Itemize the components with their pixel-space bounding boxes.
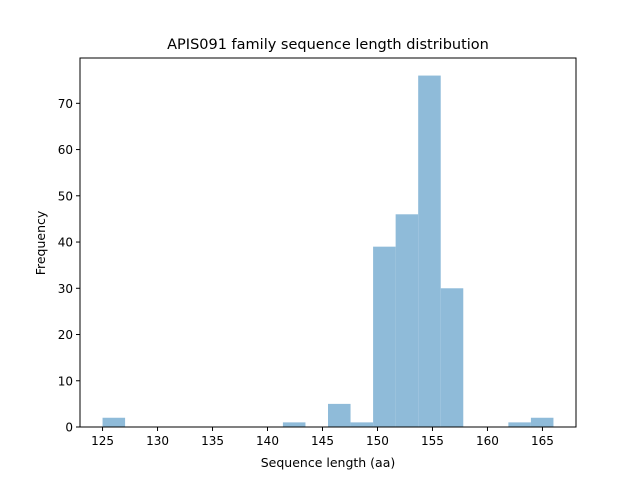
x-tick-label: 135 [201, 434, 224, 448]
histogram-bar [102, 417, 126, 427]
histogram-bar [350, 422, 374, 427]
y-tick-label: 60 [58, 143, 73, 157]
x-tick-label: 130 [146, 434, 169, 448]
chart-title: APIS091 family sequence length distribut… [167, 37, 489, 53]
y-tick-label: 50 [58, 189, 73, 203]
histogram-bar [373, 246, 396, 427]
histogram-bar [508, 422, 531, 427]
x-tick-label: 165 [531, 434, 554, 448]
y-tick-label: 70 [58, 97, 73, 111]
x-tick-label: 155 [421, 434, 444, 448]
y-tick-label: 10 [58, 374, 73, 388]
histogram-bar [282, 422, 306, 427]
histogram-bar [328, 403, 351, 427]
histogram-bar [530, 417, 554, 427]
histogram-bar [418, 75, 441, 428]
y-tick-label: 40 [58, 236, 73, 250]
x-tick-label: 150 [366, 434, 389, 448]
y-tick-label: 20 [58, 328, 73, 342]
y-tick-label: 0 [65, 421, 73, 435]
x-tick-label: 160 [476, 434, 499, 448]
x-tick-label: 145 [311, 434, 334, 448]
x-tick-label: 125 [91, 434, 114, 448]
y-axis-label: Frequency [33, 210, 48, 275]
y-tick-label: 30 [58, 282, 73, 296]
x-tick-label: 140 [256, 434, 279, 448]
histogram-bar [395, 214, 419, 427]
histogram-bar [440, 288, 464, 427]
x-axis-label: Sequence length (aa) [261, 455, 396, 470]
